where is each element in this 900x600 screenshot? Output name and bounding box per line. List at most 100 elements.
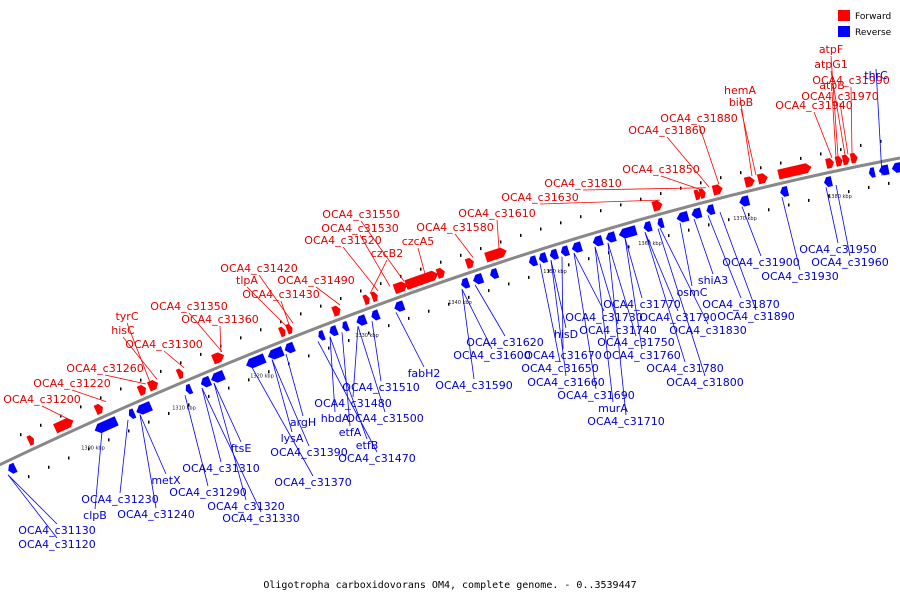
kbp-tick-label: 1340 kbp [448, 300, 472, 306]
forward-label-leader [369, 259, 388, 294]
reverse-label-leader [550, 260, 567, 329]
reverse-label-leader [201, 387, 222, 463]
marker-dot [860, 143, 862, 147]
forward-gene-arrow [26, 435, 34, 446]
kbp-tick-label: 1380 kbp [828, 194, 852, 200]
legend-item-forward: Forward [838, 10, 891, 22]
reverse-gene-arrow [643, 221, 653, 232]
forward-label-leader [666, 136, 710, 188]
reverse-gene-label: hisD [554, 328, 578, 341]
reverse-gene-label: shiA3 [698, 274, 728, 287]
reverse-gene-arrow [267, 346, 285, 360]
marker-dot [368, 331, 370, 335]
forward-label-leader [830, 70, 846, 156]
label-leader-lines [7, 55, 883, 539]
reverse-label-leader [329, 336, 336, 413]
reverse-gene-label: OCA4_c31780 [646, 362, 723, 375]
reverse-gene-label: metX [151, 474, 181, 487]
reverse-label-leader [741, 206, 762, 257]
reverse-gene-label: OCA4_c31240 [117, 508, 194, 521]
kbp-tick-label: 1300 kbp [81, 445, 105, 451]
reverse-gene-arrow [490, 267, 500, 279]
marker-dot [760, 166, 762, 170]
forward-gene-label: OCA4_c31610 [458, 207, 535, 220]
reverse-gene-label: OCA4_c31230 [81, 493, 158, 506]
marker-dot [300, 312, 302, 316]
forward-label-leader [246, 286, 287, 327]
forward-gene-label: OCA4_c31260 [66, 362, 143, 375]
reverse-label-leader [573, 252, 605, 312]
reverse-gene-arrow [394, 300, 406, 312]
marker-dot [100, 396, 102, 400]
forward-gene-arrow [841, 154, 850, 166]
reverse-gene-arrow [185, 383, 194, 395]
reverse-gene-arrow [560, 245, 570, 257]
marker-dot [660, 192, 662, 196]
forward-gene-arrow [651, 200, 663, 212]
reverse-label-leader [317, 341, 378, 453]
reverse-gene-label: OCA4_c31480 [314, 397, 391, 410]
gene-arrows [8, 152, 900, 474]
forward-gene-arrow [711, 184, 723, 196]
reverse-label-leader [693, 218, 714, 275]
kbp-tick-label: 1350 kbp [543, 269, 567, 275]
reverse-gene-label: OCA4_c31600 [453, 349, 530, 362]
marker-dot [268, 370, 270, 374]
legend-label-forward: Forward [855, 12, 891, 22]
reverse-gene-arrow [356, 314, 368, 326]
reverse-gene-label: OCA4_c31730 [565, 311, 642, 324]
reverse-gene-arrow [571, 241, 583, 253]
forward-gene-arrow [849, 152, 858, 164]
forward-gene-arrow [435, 267, 445, 279]
forward-gene-label: OCA4_c31580 [416, 221, 493, 234]
marker-dot [480, 247, 482, 251]
forward-gene-label: atpF [819, 43, 843, 56]
marker-dot [308, 354, 310, 358]
reverse-gene-label: OCA4_c31830 [669, 324, 746, 337]
marker-dot [888, 181, 890, 185]
forward-gene-label: OCA4_c31850 [622, 163, 699, 176]
forward-label-leader [360, 220, 405, 282]
reverse-label-leader [719, 212, 757, 311]
forward-gene-arrow [136, 384, 147, 396]
marker-dot [168, 411, 170, 415]
forward-gene-arrow [93, 403, 103, 415]
reverse-label-leader [201, 387, 262, 513]
figure-caption: Oligotropha carboxidovorans OM4, complet… [263, 580, 636, 591]
marker-dot [348, 338, 350, 342]
forward-gene-label: OCA4_c31970 [801, 90, 878, 103]
marker-dot [40, 423, 42, 427]
forward-label-leader [315, 286, 341, 306]
reverse-gene-arrow [592, 235, 604, 247]
marker-dot [408, 316, 410, 320]
marker-dot [800, 156, 802, 160]
marker-dot [20, 433, 22, 437]
reverse-gene-label: OCA4_c31330 [222, 512, 299, 525]
reverse-gene-arrow [618, 225, 638, 239]
reverse-label-leader [607, 242, 627, 416]
forward-label-leader [813, 111, 833, 158]
reverse-gene-arrow [136, 401, 153, 415]
forward-label-leader [126, 322, 151, 383]
forward-gene-arrow [278, 326, 286, 338]
reverse-gene-arrow [824, 176, 833, 187]
kbp-tick-label: 1320 kbp [250, 373, 274, 379]
marker-dot [200, 352, 202, 356]
marker-dot [500, 240, 502, 244]
reverse-label-leader [271, 359, 293, 433]
marker-dot [160, 369, 162, 373]
marker-dot [28, 475, 30, 479]
forward-gene-label: OCA4_c31550 [322, 208, 399, 221]
forward-label-leader [342, 246, 379, 292]
forward-label-leader [71, 389, 107, 403]
reverse-label-leader [679, 222, 693, 287]
marker-dot [488, 289, 490, 293]
marker-dot [208, 394, 210, 398]
reverse-gene-label: lysA [281, 432, 304, 445]
forward-gene-label: OCA4_c31810 [544, 177, 621, 190]
forward-label-leader [163, 350, 185, 368]
forward-label-leader [417, 247, 426, 275]
marker-dot [568, 263, 570, 267]
reverse-label-leader [607, 242, 637, 337]
forward-gene-label: OCA4_c31430 [242, 288, 319, 301]
